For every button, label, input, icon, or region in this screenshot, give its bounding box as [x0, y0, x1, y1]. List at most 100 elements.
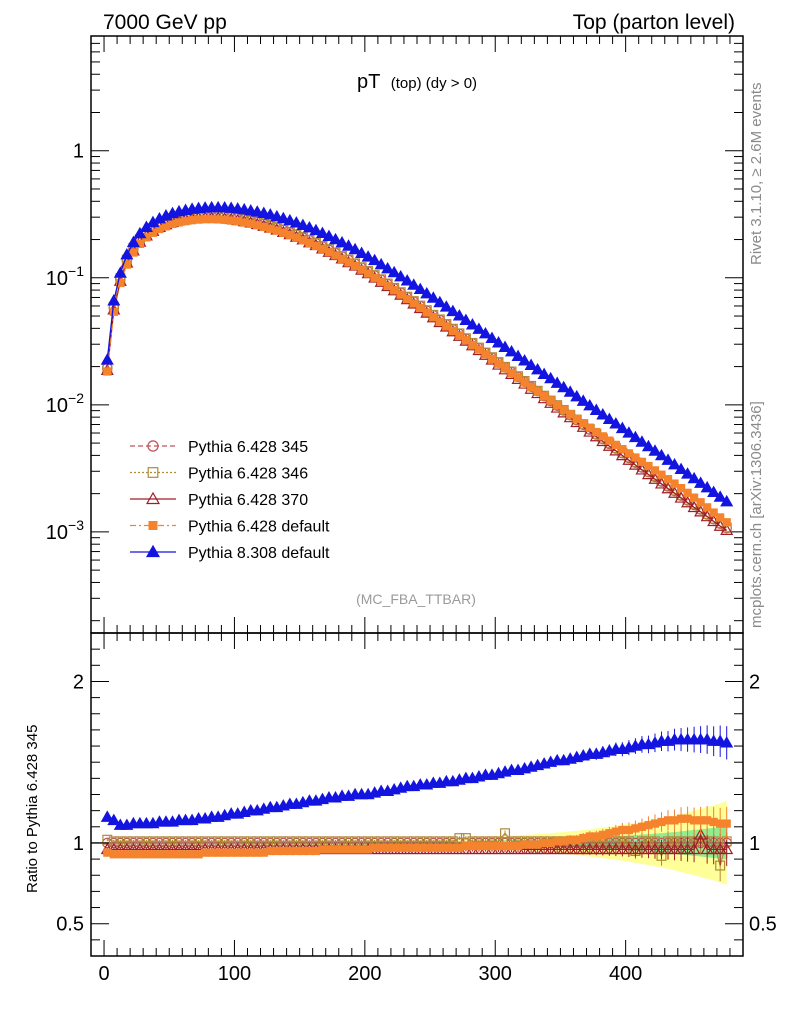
data-point-p6def — [709, 508, 718, 517]
ratio-series-p6def — [103, 806, 731, 859]
ratio-point-p8def — [100, 810, 114, 822]
series-p345 — [102, 210, 732, 534]
data-point-p8def — [133, 226, 147, 239]
data-point-p8def — [459, 313, 473, 325]
data-point-p8def — [355, 246, 369, 258]
data-point-p370 — [674, 491, 688, 503]
data-point-p6def — [331, 251, 340, 260]
legend-label: Pythia 6.428 default — [188, 519, 330, 536]
data-point-p8def — [681, 467, 695, 479]
ratio-point-p6def — [305, 846, 314, 856]
ratio-point-p346 — [108, 836, 119, 847]
ratio-point-p6def — [487, 842, 497, 851]
data-point-p6def — [233, 217, 242, 226]
data-point-p6def — [148, 228, 158, 237]
ratio-point-p6def — [676, 814, 686, 823]
analysis-label: (MC_FBA_TTBAR) — [356, 591, 476, 607]
ratio-point-p346 — [128, 836, 139, 847]
data-point-p6def — [396, 290, 405, 299]
data-point-p6def — [253, 221, 262, 230]
ratio-point-p370 — [648, 842, 662, 855]
ratio-point-p370 — [544, 842, 558, 855]
ratio-point-p6def — [526, 840, 536, 849]
ratio-point-p6def — [200, 848, 210, 857]
ratio-point-p6def — [546, 838, 555, 848]
ratio-point-p6def — [461, 842, 471, 851]
data-point-p8def — [289, 216, 303, 228]
ratio-point-p6def — [435, 843, 444, 852]
legend: Pythia 6.428 345 Pythia 6.428 346 Pythia 6… — [130, 439, 330, 562]
ratio-point-p6def — [142, 850, 151, 859]
data-point-p6def — [624, 449, 634, 458]
data-point-p6def — [703, 503, 712, 512]
ratio-point-p6def — [227, 848, 236, 857]
data-point-p6def — [116, 278, 125, 288]
data-point-p8def — [491, 336, 506, 348]
data-point-p8def — [387, 265, 401, 278]
ratio-point-p6def — [644, 821, 653, 830]
data-point-p8def — [400, 274, 414, 286]
ratio-point-p370 — [531, 842, 545, 855]
ratio-point-p6def — [259, 848, 268, 857]
ratio-point-p6def — [540, 838, 549, 848]
ratio-point-p346 — [174, 836, 185, 847]
data-point-p6def — [676, 484, 686, 493]
data-point-p6def — [214, 215, 223, 224]
data-point-p370 — [687, 500, 701, 513]
data-point-p8def — [700, 480, 714, 493]
ratio-point-p346 — [167, 836, 178, 847]
data-point-p8def — [576, 394, 590, 406]
ratio-point-p6def — [181, 850, 190, 859]
ratio-point-p6def — [266, 846, 275, 856]
data-point-p8def — [674, 462, 688, 475]
data-point-p8def — [465, 318, 479, 330]
ratio-point-p6def — [572, 835, 581, 844]
data-point-p6def — [585, 423, 594, 432]
data-point-p6def — [109, 307, 118, 316]
ratio-point-p370 — [700, 842, 714, 855]
ratio-point-p370 — [602, 842, 616, 855]
data-point-p6def — [663, 475, 673, 484]
data-point-p8def — [563, 385, 577, 397]
ratio-point-p6def — [585, 832, 594, 841]
ratio-point-p346 — [141, 836, 152, 847]
ratio-point-p346 — [154, 836, 165, 847]
data-point-p370 — [720, 523, 734, 535]
ratio-point-p346 — [160, 836, 171, 847]
ratio-point-p370 — [681, 842, 695, 855]
data-point-p6def — [722, 518, 731, 527]
ratio-point-p6def — [116, 850, 125, 859]
ratio-point-p6def — [285, 846, 294, 856]
main-y-tick-label: 1 — [73, 141, 84, 163]
ratio-point-p6def — [318, 845, 327, 854]
data-point-p6def — [246, 219, 255, 228]
ratio-point-p6def — [624, 825, 634, 835]
legend-label: Pythia 6.428 346 — [188, 466, 308, 483]
ratio-point-p6def — [207, 848, 216, 857]
data-point-p8def — [113, 266, 127, 278]
ratio-point-p6def — [396, 843, 405, 852]
data-point-p8def — [589, 403, 603, 415]
ratio-point-p6def — [253, 848, 262, 857]
data-point-p8def — [537, 367, 551, 379]
rivet-label: Rivet 3.1.10, ≥ 2.6M events — [748, 83, 765, 266]
ratio-point-p346 — [193, 836, 204, 847]
ratio-point-p6def — [618, 825, 627, 835]
data-point-p6def — [370, 273, 379, 282]
data-point-p8def — [505, 344, 519, 357]
ratio-point-p6def — [500, 842, 510, 851]
ratio-point-p6def — [507, 842, 516, 851]
ratio-point-p346 — [284, 836, 295, 847]
ratio-point-p6def — [331, 845, 340, 854]
data-point-p8def — [583, 398, 597, 411]
ratio-point-p6def — [448, 843, 457, 852]
data-point-p6def — [220, 215, 229, 224]
legend-entry: Pythia 6.428 default — [130, 519, 330, 536]
data-point-p8def — [342, 239, 356, 251]
data-point-p6def — [357, 265, 366, 274]
data-point-p8def — [283, 213, 297, 226]
data-point-p6def — [546, 396, 555, 405]
x-tick-label: 100 — [218, 963, 251, 985]
ratio-point-p370 — [570, 842, 584, 855]
ratio-point-p346 — [200, 836, 211, 847]
